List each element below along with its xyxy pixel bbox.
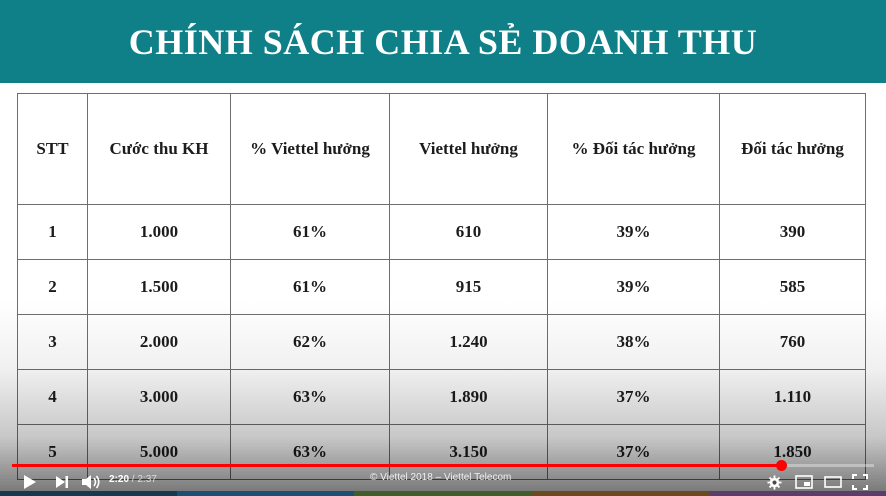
gear-icon <box>766 474 782 490</box>
header-viettel-percent: % Viettel hưởng <box>230 93 390 205</box>
cell-partner-amount: 760 <box>719 314 866 370</box>
cell-viettel-amount: 1.240 <box>389 314 548 370</box>
slide-title: CHÍNH SÁCH CHIA SẺ DOANH THU <box>128 21 758 62</box>
progress-bar[interactable] <box>12 460 874 471</box>
strip-segment <box>0 491 178 496</box>
cell-customer-fee: 1.000 <box>87 204 231 260</box>
cell-customer-fee: 3.000 <box>87 369 231 425</box>
scrubber-handle[interactable] <box>775 460 787 471</box>
header-partner-percent: % Đối tác hưởng <box>547 93 720 205</box>
fullscreen-button[interactable] <box>850 473 870 491</box>
cell-partner-amount: 585 <box>719 259 866 315</box>
header-viettel-amount: Viettel hưởng <box>389 93 548 205</box>
strip-segment <box>354 491 532 496</box>
time-display: 2:20 / 2:37 <box>109 474 157 485</box>
cell-viettel-amount: 610 <box>389 204 548 260</box>
miniplayer-button[interactable] <box>793 473 815 491</box>
slide-margin <box>869 83 886 496</box>
video-caption: © Viettel 2018 – Viettel Telecom <box>370 472 512 483</box>
cell-customer-fee: 1.500 <box>87 259 231 315</box>
time-separator: / <box>129 474 138 485</box>
strip-segment <box>177 491 355 496</box>
cell-partner-amount: 1.110 <box>719 369 866 425</box>
table-row: 1 1.000 61% 610 39% 390 <box>17 204 866 260</box>
revenue-share-table: STT Cước thu KH % Viettel hưởng Viettel … <box>17 93 866 480</box>
cell-partner-percent: 38% <box>547 314 720 370</box>
settings-button[interactable] <box>765 473 783 491</box>
strip-segment <box>708 491 886 496</box>
fullscreen-icon <box>852 474 868 490</box>
header-stt: STT <box>17 93 88 205</box>
cell-partner-percent: 39% <box>547 259 720 315</box>
cell-partner-amount: 390 <box>719 204 866 260</box>
cell-stt: 1 <box>17 204 88 260</box>
cell-customer-fee: 2.000 <box>87 314 231 370</box>
title-banner: CHÍNH SÁCH CHIA SẺ DOANH THU <box>0 0 886 83</box>
cell-viettel-percent: 63% <box>230 369 390 425</box>
cell-partner-percent: 39% <box>547 204 720 260</box>
cell-stt: 4 <box>17 369 88 425</box>
header-partner-amount: Đối tác hưởng <box>719 93 866 205</box>
volume-button[interactable] <box>80 473 102 491</box>
cell-viettel-amount: 915 <box>389 259 548 315</box>
theater-button[interactable] <box>822 473 844 491</box>
theater-icon <box>824 476 842 488</box>
next-icon <box>56 476 68 488</box>
table-row: 4 3.000 63% 1.890 37% 1.110 <box>17 369 866 425</box>
table-row: 2 1.500 61% 915 39% 585 <box>17 259 866 315</box>
play-icon <box>24 475 36 489</box>
strip-segment <box>531 491 709 496</box>
table-header-row: STT Cước thu KH % Viettel hưởng Viettel … <box>17 93 866 205</box>
volume-icon <box>82 475 100 489</box>
header-customer-fee: Cước thu KH <box>87 93 231 205</box>
player-controls: 2:20 / 2:37 © Viettel 2018 – Viettel Tel… <box>0 460 886 496</box>
cell-stt: 3 <box>17 314 88 370</box>
miniplayer-icon <box>795 475 813 489</box>
cell-stt: 2 <box>17 259 88 315</box>
bottom-color-strip <box>0 491 886 496</box>
cell-viettel-amount: 1.890 <box>389 369 548 425</box>
cell-viettel-percent: 61% <box>230 204 390 260</box>
current-time: 2:20 <box>109 474 130 485</box>
table-row: 3 2.000 62% 1.240 38% 760 <box>17 314 866 370</box>
progress-played <box>12 464 781 467</box>
play-button[interactable] <box>20 473 40 491</box>
next-button[interactable] <box>52 473 72 491</box>
cell-partner-percent: 37% <box>547 369 720 425</box>
cell-viettel-percent: 62% <box>230 314 390 370</box>
duration: 2:37 <box>137 474 157 485</box>
cell-viettel-percent: 61% <box>230 259 390 315</box>
